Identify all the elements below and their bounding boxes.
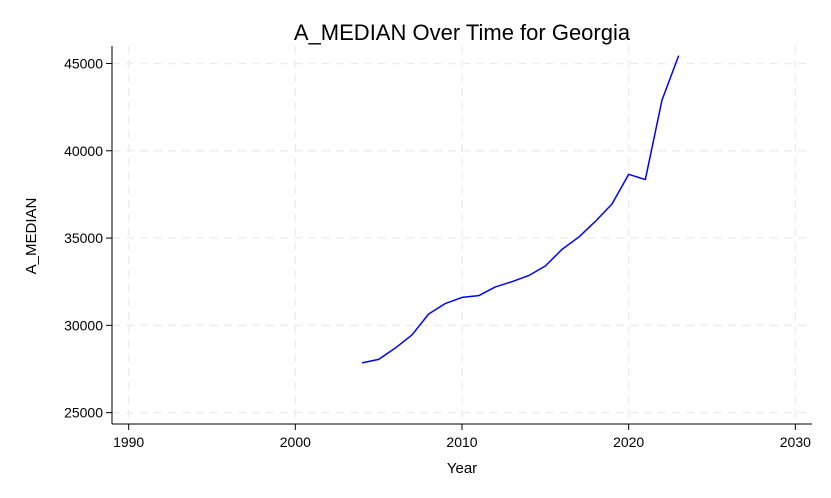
series-group [361,55,680,364]
x-tick-label: 1990 [113,434,144,450]
y-ticks: 25000 30000 35000 40000 45000 [64,55,112,421]
x-ticks: 1990 2000 2010 2020 2030 [113,424,811,450]
x-tick-label: 2030 [780,434,811,450]
x-tick-label: 2010 [446,434,477,450]
series-line [361,55,680,364]
chart-title: A_MEDIAN Over Time for Georgia [294,20,631,45]
x-axis-label: Year [447,460,477,477]
x-tick-label: 2020 [613,434,644,450]
y-tick-label: 25000 [64,405,103,421]
y-tick-label: 45000 [64,55,103,71]
y-axis-label: A_MEDIAN [23,198,40,275]
y-tick-label: 40000 [64,143,103,159]
x-tick-label: 2000 [280,434,311,450]
y-tick-label: 35000 [64,230,103,246]
grid-lines [112,46,812,424]
y-tick-label: 30000 [64,317,103,333]
